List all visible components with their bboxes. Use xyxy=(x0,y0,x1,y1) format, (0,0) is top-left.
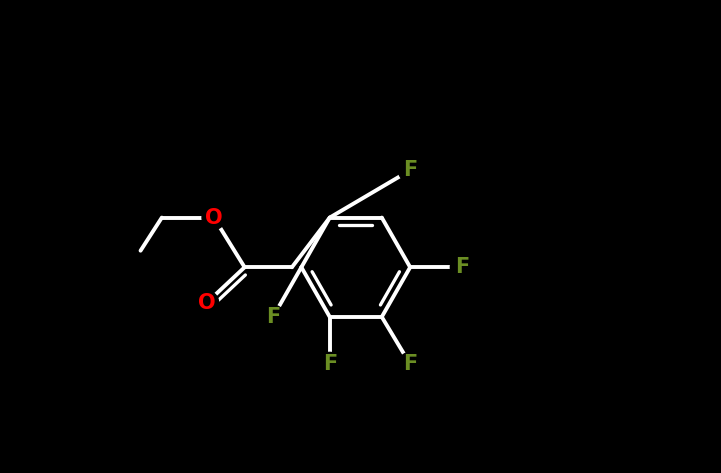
Text: F: F xyxy=(455,257,469,277)
Circle shape xyxy=(261,305,285,329)
Text: F: F xyxy=(403,160,417,180)
Text: F: F xyxy=(403,354,417,374)
Text: F: F xyxy=(322,354,337,374)
Circle shape xyxy=(451,255,474,279)
Circle shape xyxy=(202,206,226,229)
Circle shape xyxy=(318,352,342,376)
Text: F: F xyxy=(266,307,280,327)
Circle shape xyxy=(195,291,218,315)
Text: O: O xyxy=(205,208,223,228)
Circle shape xyxy=(398,158,422,182)
Text: O: O xyxy=(198,293,216,313)
Circle shape xyxy=(398,352,422,376)
